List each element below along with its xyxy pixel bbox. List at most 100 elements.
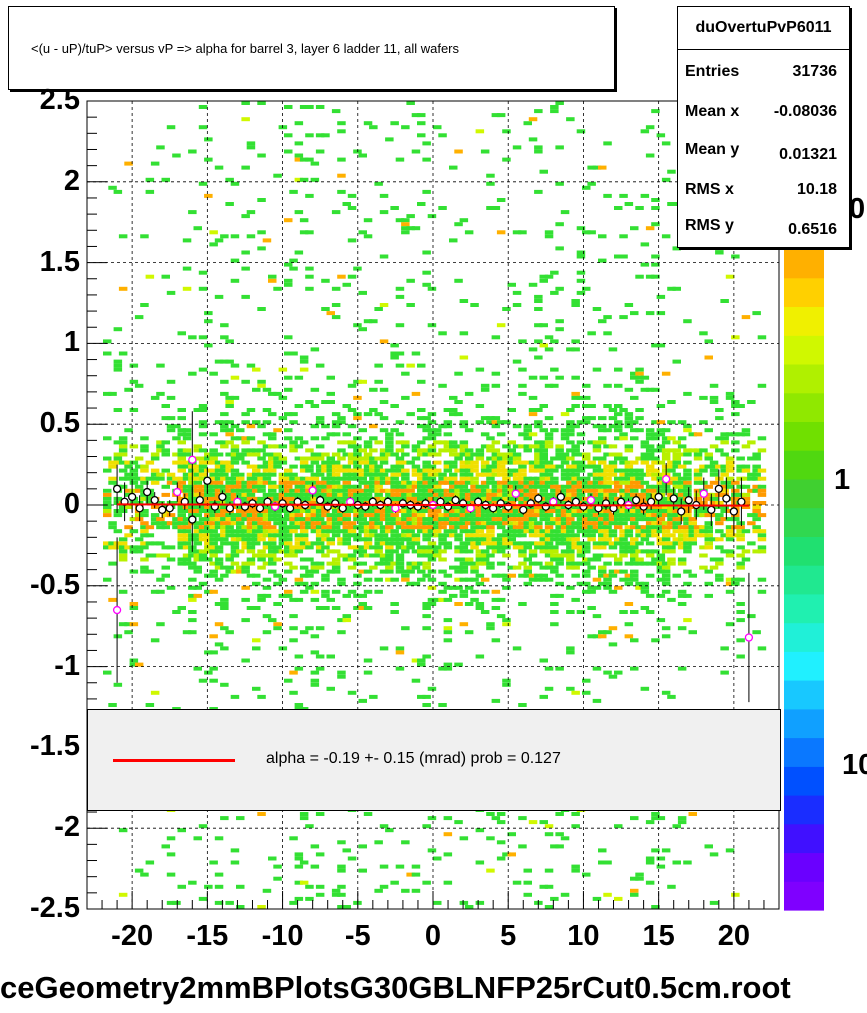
heatmap-cell [555, 812, 564, 816]
heatmap-cell [661, 521, 671, 526]
heatmap-cell [342, 496, 351, 501]
heatmap-cell [427, 529, 437, 534]
heatmap-cell [475, 129, 485, 134]
heatmap-cell [166, 852, 176, 857]
heatmap-cell [608, 589, 618, 594]
heatmap-cell [427, 323, 437, 328]
heatmap-cell [113, 541, 123, 546]
heatmap-cell [321, 484, 330, 489]
heatmap-cell [257, 464, 266, 469]
heatmap-cell [736, 529, 745, 534]
heatmap-cell [571, 573, 580, 578]
heatmap-cell [305, 274, 314, 279]
heatmap-cell [571, 868, 580, 873]
heatmap-cell [284, 492, 293, 497]
heatmap-cell [709, 513, 719, 518]
heatmap-cell [214, 545, 224, 550]
heatmap-cell [720, 549, 729, 554]
heatmap-cell [337, 274, 346, 279]
heatmap-cell [523, 444, 532, 449]
heatmap-cell [677, 666, 687, 671]
heatmap-cell [134, 537, 144, 542]
heatmap-cell [299, 480, 309, 485]
heatmap-cell [534, 561, 543, 566]
heatmap-cell [225, 428, 234, 433]
heatmap-cell [433, 509, 442, 513]
heatmap-cell [337, 440, 346, 445]
heatmap-cell [310, 347, 320, 352]
heatmap-cell [539, 464, 548, 469]
heatmap-cell [294, 666, 304, 671]
heatmap-cell [475, 602, 485, 606]
heatmap-cell [699, 545, 708, 550]
heatmap-cell [725, 468, 735, 473]
heatmap-cell [331, 492, 341, 497]
heatmap-cell [156, 577, 165, 582]
heatmap-cell [214, 513, 224, 518]
heatmap-cell [539, 529, 548, 534]
heatmap-cell [651, 476, 660, 481]
heatmap-cell [214, 440, 224, 445]
heatmap-cell [310, 476, 320, 481]
heatmap-cell [294, 488, 304, 493]
heatmap-cell [539, 694, 548, 699]
heatmap-cell [443, 662, 453, 667]
heatmap-cell [385, 509, 394, 513]
heatmap-cell [236, 565, 245, 570]
heatmap-cell [645, 529, 655, 534]
heatmap-cell [645, 125, 655, 130]
heatmap-cell [502, 545, 511, 550]
heatmap-cell [140, 569, 149, 574]
heatmap-cell [193, 472, 202, 477]
heatmap-cell [651, 436, 660, 441]
heatmap-cell [241, 448, 250, 453]
heatmap-cell [603, 513, 612, 518]
heatmap-cell [193, 484, 202, 489]
heatmap-cell [486, 626, 495, 631]
heatmap-cell [214, 565, 224, 570]
heatmap-cell [342, 476, 351, 481]
heatmap-cell [145, 476, 155, 481]
heatmap-cell [230, 492, 240, 497]
heatmap-cell [709, 565, 719, 570]
heatmap-cell [198, 335, 208, 340]
heatmap-cell [624, 476, 634, 481]
heatmap-cell [544, 347, 554, 352]
heatmap-cell [161, 177, 170, 182]
heatmap-cell [299, 581, 309, 586]
heatmap-cell [683, 424, 692, 429]
heatmap-cell [241, 250, 250, 255]
heatmap-cell [667, 884, 676, 889]
heatmap-cell [619, 505, 628, 509]
heatmap-cell [486, 416, 495, 421]
heatmap-cell [438, 541, 447, 546]
heatmap-cell [667, 694, 676, 699]
heatmap-cell [683, 618, 692, 623]
heatmap-cell [358, 553, 367, 558]
heatmap-cell [539, 274, 548, 279]
heatmap-cell [566, 545, 575, 550]
heatmap-cell [640, 537, 650, 542]
heatmap-cell [661, 545, 671, 550]
heatmap-cell [528, 488, 538, 493]
heatmap-cell [651, 517, 660, 522]
heatmap-cell [225, 359, 234, 364]
heatmap-cell [422, 573, 431, 578]
heatmap-cell [161, 440, 170, 445]
heatmap-cell [417, 521, 426, 526]
heatmap-cell [385, 505, 394, 509]
heatmap-cell [427, 597, 437, 602]
heatmap-cell [118, 468, 128, 473]
heatmap-cell [544, 537, 554, 542]
heatmap-cell [379, 456, 389, 461]
heatmap-cell [310, 424, 320, 429]
heatmap-cell [528, 509, 538, 513]
heatmap-cell [246, 484, 256, 489]
heatmap-cell [672, 476, 681, 481]
heatmap-cell [337, 456, 346, 461]
heatmap-cell [310, 456, 320, 461]
heatmap-cell [257, 905, 266, 909]
heatmap-cell [470, 577, 479, 582]
heatmap-cell [118, 553, 128, 558]
heatmap-cell [358, 602, 367, 606]
